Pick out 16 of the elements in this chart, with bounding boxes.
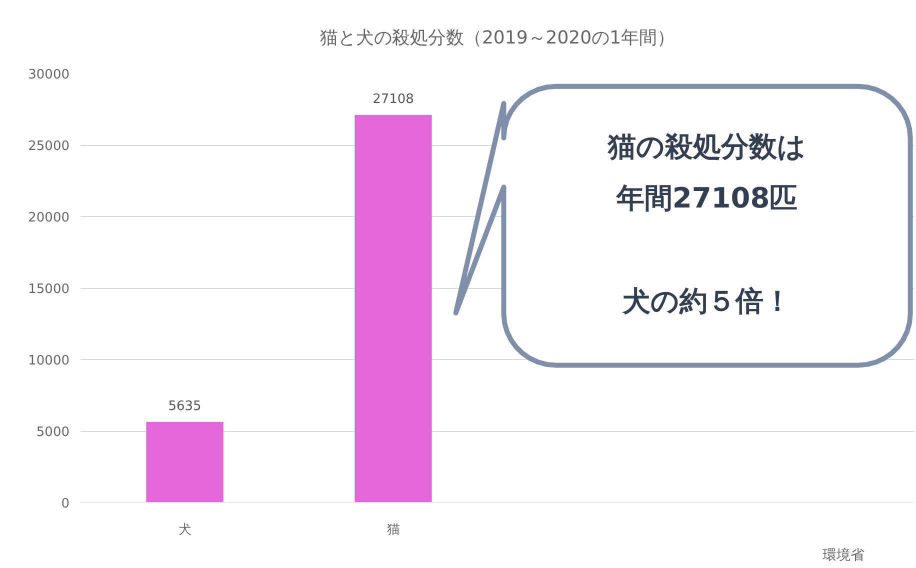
y-tick-label: 5000 [36,425,70,440]
text: 環境省 [822,548,864,564]
y-tick-label: 10000 [28,354,70,368]
x-tick-label: 猫 [386,522,400,538]
annotation: 猫の殺処分数は [607,130,806,163]
data-label: 5635 [168,398,202,414]
y-tick-label: 15000 [28,282,70,297]
chart-title: 猫と犬の殺処分数（2019～2020の1年間） [320,28,676,48]
y-tick-label: 0 [61,496,70,512]
y-tick-label: 20000 [28,210,70,226]
y-tick-label: 30000 [28,68,70,82]
y-tick-label: 25000 [28,139,70,154]
annotation: 犬の約５倍！ [622,284,792,318]
annotation: 年間27108匹 [615,181,798,214]
x-tick-label: 犬 [178,522,192,538]
data-label: 27108 [372,92,414,107]
